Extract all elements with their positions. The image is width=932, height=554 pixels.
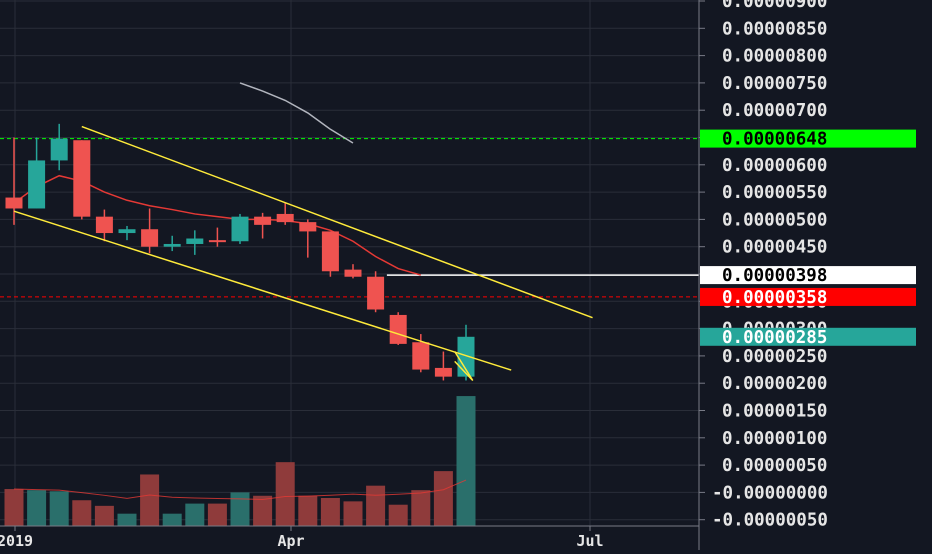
volume-bar — [230, 492, 250, 526]
time-tick-label: 2019 — [0, 532, 33, 550]
price-tick-label: 0.00000900 — [722, 0, 827, 12]
candle-body — [50, 138, 68, 161]
time-axis[interactable]: 2019 Apr Jul — [0, 525, 699, 550]
volume-bar — [253, 495, 273, 526]
price-tick-label: 0.00000050 — [722, 456, 827, 476]
channel-upper-line[interactable] — [81, 125, 593, 319]
price-badge-label: 0.00000285 — [722, 328, 827, 348]
price-tick-label: 0.00000850 — [722, 19, 827, 39]
candle-body — [367, 276, 385, 310]
candle-body — [389, 314, 407, 344]
trend-channel[interactable] — [13, 125, 593, 381]
time-tick-label: Jul — [576, 532, 603, 550]
volume-bar — [162, 513, 182, 526]
price-tick-label: 0.00000600 — [722, 156, 827, 176]
volume-bar — [343, 501, 363, 526]
volume-bar — [275, 462, 295, 526]
price-tick-label: 0.00000500 — [722, 210, 827, 230]
volume-bar — [207, 503, 227, 526]
wedge-lines[interactable] — [454, 351, 474, 381]
price-badge-label: 0.00000398 — [722, 266, 827, 286]
price-tick-label: -0.00000050 — [712, 511, 828, 531]
volume-bars — [4, 396, 476, 526]
candle-body — [28, 160, 46, 209]
candle-body — [5, 197, 23, 209]
price-tick-label: 0.00000250 — [722, 347, 827, 367]
candle-body — [321, 231, 339, 272]
channel-lower-line[interactable] — [13, 210, 512, 371]
candle-body — [412, 342, 430, 370]
price-tick-label: 0.00000450 — [722, 238, 827, 258]
price-tick-label: 0.00000550 — [722, 183, 827, 203]
price-tick-label: 0.00000100 — [722, 429, 827, 449]
candle-body — [344, 269, 362, 277]
candle-body — [118, 229, 136, 234]
candles — [5, 123, 475, 381]
volume-bar — [411, 490, 431, 526]
volume-bar — [366, 485, 386, 526]
price-badge-label: 0.00000648 — [722, 130, 827, 150]
price-tick-label: 0.00000750 — [722, 74, 827, 94]
candle-body — [163, 243, 181, 247]
volume-average-line — [13, 479, 467, 500]
price-tick-label: 0.00000800 — [722, 47, 827, 67]
volume-bar — [320, 498, 340, 526]
time-tick-label: Apr — [277, 532, 304, 550]
volume-bar — [298, 495, 318, 526]
volume-bar — [140, 474, 160, 526]
price-badge — [700, 287, 916, 306]
price-badge-label: 0.00000358 — [722, 288, 827, 308]
moving-average-gray — [239, 82, 354, 144]
candle-body — [186, 238, 204, 244]
volume-bar — [433, 471, 453, 526]
candle-body — [276, 213, 294, 223]
horizontal-levels — [0, 138, 699, 298]
candle-body — [434, 367, 452, 377]
candle-body — [73, 140, 91, 217]
candle-body — [208, 240, 226, 243]
volume-bar — [388, 504, 408, 526]
price-badge — [700, 327, 916, 346]
price-tick-label: 0.00000200 — [722, 374, 827, 394]
candle-body — [231, 216, 249, 242]
volume-bar — [72, 500, 92, 526]
price-badge — [700, 129, 916, 148]
price-tick-label: 0.00000150 — [722, 402, 827, 422]
volume-bar — [49, 491, 69, 526]
candle-body — [299, 222, 317, 232]
volume-bar — [185, 503, 205, 526]
candle-body — [141, 229, 159, 247]
candle-body — [95, 216, 113, 234]
price-badge — [700, 266, 916, 285]
volume-bar — [94, 505, 114, 526]
price-tick-label: 0.00000700 — [722, 101, 827, 121]
volume-bar — [456, 396, 476, 526]
volume-bar — [27, 490, 47, 526]
candle-body — [457, 336, 475, 377]
price-tick-label: -0.00000000 — [712, 483, 828, 503]
volume-bar — [117, 513, 137, 526]
volume-bar — [4, 489, 24, 526]
candle-body — [254, 216, 272, 225]
